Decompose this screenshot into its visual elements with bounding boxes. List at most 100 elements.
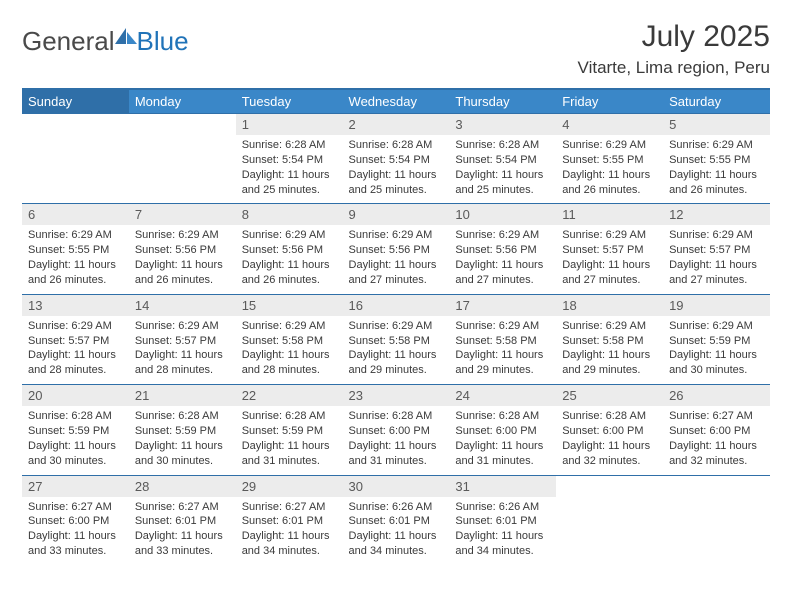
day-number: 8 xyxy=(236,204,343,225)
sail-icon xyxy=(115,28,137,44)
day-details: Sunrise: 6:28 AMSunset: 5:54 PMDaylight:… xyxy=(343,135,450,203)
day-number: 6 xyxy=(22,204,129,225)
weekday-header: Monday xyxy=(129,89,236,114)
day-details: Sunrise: 6:29 AMSunset: 5:59 PMDaylight:… xyxy=(663,316,770,384)
day-details: Sunrise: 6:29 AMSunset: 5:58 PMDaylight:… xyxy=(343,316,450,384)
calendar-day-cell: 17Sunrise: 6:29 AMSunset: 5:58 PMDayligh… xyxy=(449,294,556,384)
day-details: Sunrise: 6:28 AMSunset: 6:00 PMDaylight:… xyxy=(449,406,556,474)
day-number: 10 xyxy=(449,204,556,225)
day-details: Sunrise: 6:29 AMSunset: 5:56 PMDaylight:… xyxy=(236,225,343,293)
logo-text-general: General xyxy=(22,26,115,57)
day-details: Sunrise: 6:26 AMSunset: 6:01 PMDaylight:… xyxy=(449,497,556,565)
calendar-day-cell: 8Sunrise: 6:29 AMSunset: 5:56 PMDaylight… xyxy=(236,204,343,294)
calendar-day-cell: 22Sunrise: 6:28 AMSunset: 5:59 PMDayligh… xyxy=(236,385,343,475)
calendar-day-cell: 7Sunrise: 6:29 AMSunset: 5:56 PMDaylight… xyxy=(129,204,236,294)
calendar-day-cell: 21Sunrise: 6:28 AMSunset: 5:59 PMDayligh… xyxy=(129,385,236,475)
day-number: 26 xyxy=(663,385,770,406)
day-number: 28 xyxy=(129,476,236,497)
calendar-day-cell: 12Sunrise: 6:29 AMSunset: 5:57 PMDayligh… xyxy=(663,204,770,294)
calendar-day-cell: 28Sunrise: 6:27 AMSunset: 6:01 PMDayligh… xyxy=(129,475,236,565)
calendar-table: Sunday Monday Tuesday Wednesday Thursday… xyxy=(22,88,770,565)
calendar-day-cell: 19Sunrise: 6:29 AMSunset: 5:59 PMDayligh… xyxy=(663,294,770,384)
calendar-day-cell: 31Sunrise: 6:26 AMSunset: 6:01 PMDayligh… xyxy=(449,475,556,565)
calendar-week-row: 6Sunrise: 6:29 AMSunset: 5:55 PMDaylight… xyxy=(22,204,770,294)
calendar-day-cell: 27Sunrise: 6:27 AMSunset: 6:00 PMDayligh… xyxy=(22,475,129,565)
day-number: 3 xyxy=(449,114,556,135)
day-number: 20 xyxy=(22,385,129,406)
day-number: 25 xyxy=(556,385,663,406)
weekday-header: Wednesday xyxy=(343,89,450,114)
calendar-day-cell: 23Sunrise: 6:28 AMSunset: 6:00 PMDayligh… xyxy=(343,385,450,475)
day-details: Sunrise: 6:29 AMSunset: 5:55 PMDaylight:… xyxy=(22,225,129,293)
header: General Blue July 2025 Vitarte, Lima reg… xyxy=(22,20,770,78)
month-title: July 2025 xyxy=(578,20,770,54)
weekday-header: Thursday xyxy=(449,89,556,114)
calendar-day-cell: .. xyxy=(22,114,129,204)
day-number: 16 xyxy=(343,295,450,316)
calendar-day-cell: 25Sunrise: 6:28 AMSunset: 6:00 PMDayligh… xyxy=(556,385,663,475)
day-number: 5 xyxy=(663,114,770,135)
calendar-day-cell: .. xyxy=(556,475,663,565)
day-number: 22 xyxy=(236,385,343,406)
calendar-day-cell: 24Sunrise: 6:28 AMSunset: 6:00 PMDayligh… xyxy=(449,385,556,475)
day-details: Sunrise: 6:29 AMSunset: 5:56 PMDaylight:… xyxy=(449,225,556,293)
calendar-body: ....1Sunrise: 6:28 AMSunset: 5:54 PMDayl… xyxy=(22,114,770,565)
day-details: Sunrise: 6:29 AMSunset: 5:57 PMDaylight:… xyxy=(663,225,770,293)
day-details: Sunrise: 6:29 AMSunset: 5:56 PMDaylight:… xyxy=(343,225,450,293)
day-number: 23 xyxy=(343,385,450,406)
weekday-header: Friday xyxy=(556,89,663,114)
day-number: 12 xyxy=(663,204,770,225)
calendar-day-cell: 5Sunrise: 6:29 AMSunset: 5:55 PMDaylight… xyxy=(663,114,770,204)
day-number: 21 xyxy=(129,385,236,406)
day-details: Sunrise: 6:28 AMSunset: 5:59 PMDaylight:… xyxy=(236,406,343,474)
day-number: 4 xyxy=(556,114,663,135)
calendar-day-cell: 15Sunrise: 6:29 AMSunset: 5:58 PMDayligh… xyxy=(236,294,343,384)
calendar-day-cell: 26Sunrise: 6:27 AMSunset: 6:00 PMDayligh… xyxy=(663,385,770,475)
calendar-day-cell: 6Sunrise: 6:29 AMSunset: 5:55 PMDaylight… xyxy=(22,204,129,294)
day-number: 29 xyxy=(236,476,343,497)
location: Vitarte, Lima region, Peru xyxy=(578,58,770,78)
calendar-day-cell: .. xyxy=(663,475,770,565)
calendar-day-cell: 18Sunrise: 6:29 AMSunset: 5:58 PMDayligh… xyxy=(556,294,663,384)
day-number: 11 xyxy=(556,204,663,225)
calendar-day-cell: .. xyxy=(129,114,236,204)
calendar-day-cell: 29Sunrise: 6:27 AMSunset: 6:01 PMDayligh… xyxy=(236,475,343,565)
day-number: 30 xyxy=(343,476,450,497)
day-details: Sunrise: 6:29 AMSunset: 5:58 PMDaylight:… xyxy=(556,316,663,384)
calendar-week-row: 13Sunrise: 6:29 AMSunset: 5:57 PMDayligh… xyxy=(22,294,770,384)
calendar-day-cell: 14Sunrise: 6:29 AMSunset: 5:57 PMDayligh… xyxy=(129,294,236,384)
calendar-day-cell: 13Sunrise: 6:29 AMSunset: 5:57 PMDayligh… xyxy=(22,294,129,384)
day-details: Sunrise: 6:27 AMSunset: 6:01 PMDaylight:… xyxy=(236,497,343,565)
calendar-day-cell: 4Sunrise: 6:29 AMSunset: 5:55 PMDaylight… xyxy=(556,114,663,204)
day-number: 18 xyxy=(556,295,663,316)
day-details: Sunrise: 6:29 AMSunset: 5:55 PMDaylight:… xyxy=(556,135,663,203)
calendar-day-cell: 20Sunrise: 6:28 AMSunset: 5:59 PMDayligh… xyxy=(22,385,129,475)
day-details: Sunrise: 6:29 AMSunset: 5:55 PMDaylight:… xyxy=(663,135,770,203)
day-details: Sunrise: 6:29 AMSunset: 5:58 PMDaylight:… xyxy=(236,316,343,384)
day-number: 7 xyxy=(129,204,236,225)
day-details: Sunrise: 6:27 AMSunset: 6:00 PMDaylight:… xyxy=(22,497,129,565)
calendar-day-cell: 10Sunrise: 6:29 AMSunset: 5:56 PMDayligh… xyxy=(449,204,556,294)
calendar-week-row: 20 Sunrise: 6:28 AMSunset: 5:59 PMDayligh… xyxy=(22,385,770,475)
logo-text-blue: Blue xyxy=(137,26,189,57)
day-number: 15 xyxy=(236,295,343,316)
weekday-header: Tuesday xyxy=(236,89,343,114)
calendar-week-row: ....1Sunrise: 6:28 AMSunset: 5:54 PMDayl… xyxy=(22,114,770,204)
calendar-day-cell: 1Sunrise: 6:28 AMSunset: 5:54 PMDaylight… xyxy=(236,114,343,204)
day-details: Sunrise: 6:29 AMSunset: 5:57 PMDaylight:… xyxy=(22,316,129,384)
title-block: July 2025 Vitarte, Lima region, Peru xyxy=(578,20,770,78)
day-details: Sunrise: 6:29 AMSunset: 5:58 PMDaylight:… xyxy=(449,316,556,384)
calendar-day-cell: 9Sunrise: 6:29 AMSunset: 5:56 PMDaylight… xyxy=(343,204,450,294)
day-details: Sunrise: 6:29 AMSunset: 5:56 PMDaylight:… xyxy=(129,225,236,293)
calendar-day-cell: 2Sunrise: 6:28 AMSunset: 5:54 PMDaylight… xyxy=(343,114,450,204)
day-number: 2 xyxy=(343,114,450,135)
calendar-week-row: 27Sunrise: 6:27 AMSunset: 6:00 PMDayligh… xyxy=(22,475,770,565)
day-details: Sunrise: 6:28 AMSunset: 5:54 PMDaylight:… xyxy=(449,135,556,203)
calendar-day-cell: 11Sunrise: 6:29 AMSunset: 5:57 PMDayligh… xyxy=(556,204,663,294)
day-details: Sunrise: 6:28 AMSunset: 5:54 PMDaylight:… xyxy=(236,135,343,203)
weekday-header: Saturday xyxy=(663,89,770,114)
day-number: 14 xyxy=(129,295,236,316)
calendar-page: General Blue July 2025 Vitarte, Lima reg… xyxy=(0,0,792,585)
day-number: 13 xyxy=(22,295,129,316)
day-number: 19 xyxy=(663,295,770,316)
